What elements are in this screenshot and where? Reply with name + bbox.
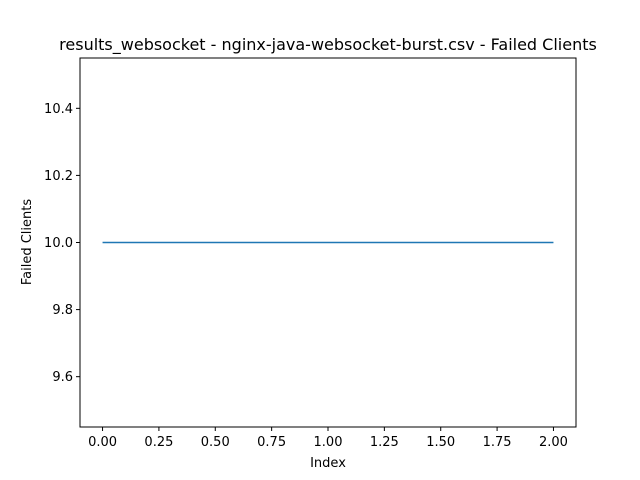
y-axis: 9.6 9.8 10.0 10.2 10.4 — [44, 102, 80, 385]
plot-area — [79, 57, 577, 428]
x-tick-label: 0.25 — [144, 435, 173, 450]
x-tick-label: 1.25 — [370, 435, 399, 450]
x-tick-label: 1.75 — [483, 435, 512, 450]
x-tick-label: 2.00 — [539, 435, 568, 450]
y-tick-label: 9.8 — [52, 303, 73, 318]
y-axis-label: Failed Clients — [20, 199, 35, 285]
y-tick-label: 10.0 — [44, 236, 73, 251]
x-tick-label: 0.75 — [257, 435, 286, 450]
y-tick-label: 9.6 — [52, 370, 73, 385]
x-tick-label: 0.50 — [201, 435, 230, 450]
x-tick-label: 1.50 — [426, 435, 455, 450]
x-axis: 0.00 0.25 0.50 0.75 1.00 1.25 1.50 1.75 2.00 — [88, 427, 568, 450]
y-tick-label: 10.4 — [44, 102, 73, 117]
chart-title: results_websocket - nginx-java-websocket… — [59, 35, 597, 55]
y-tick-label: 10.2 — [44, 169, 73, 184]
x-tick-label: 1.00 — [314, 435, 343, 450]
x-tick-label: 0.00 — [88, 435, 117, 450]
x-axis-label: Index — [310, 456, 346, 471]
